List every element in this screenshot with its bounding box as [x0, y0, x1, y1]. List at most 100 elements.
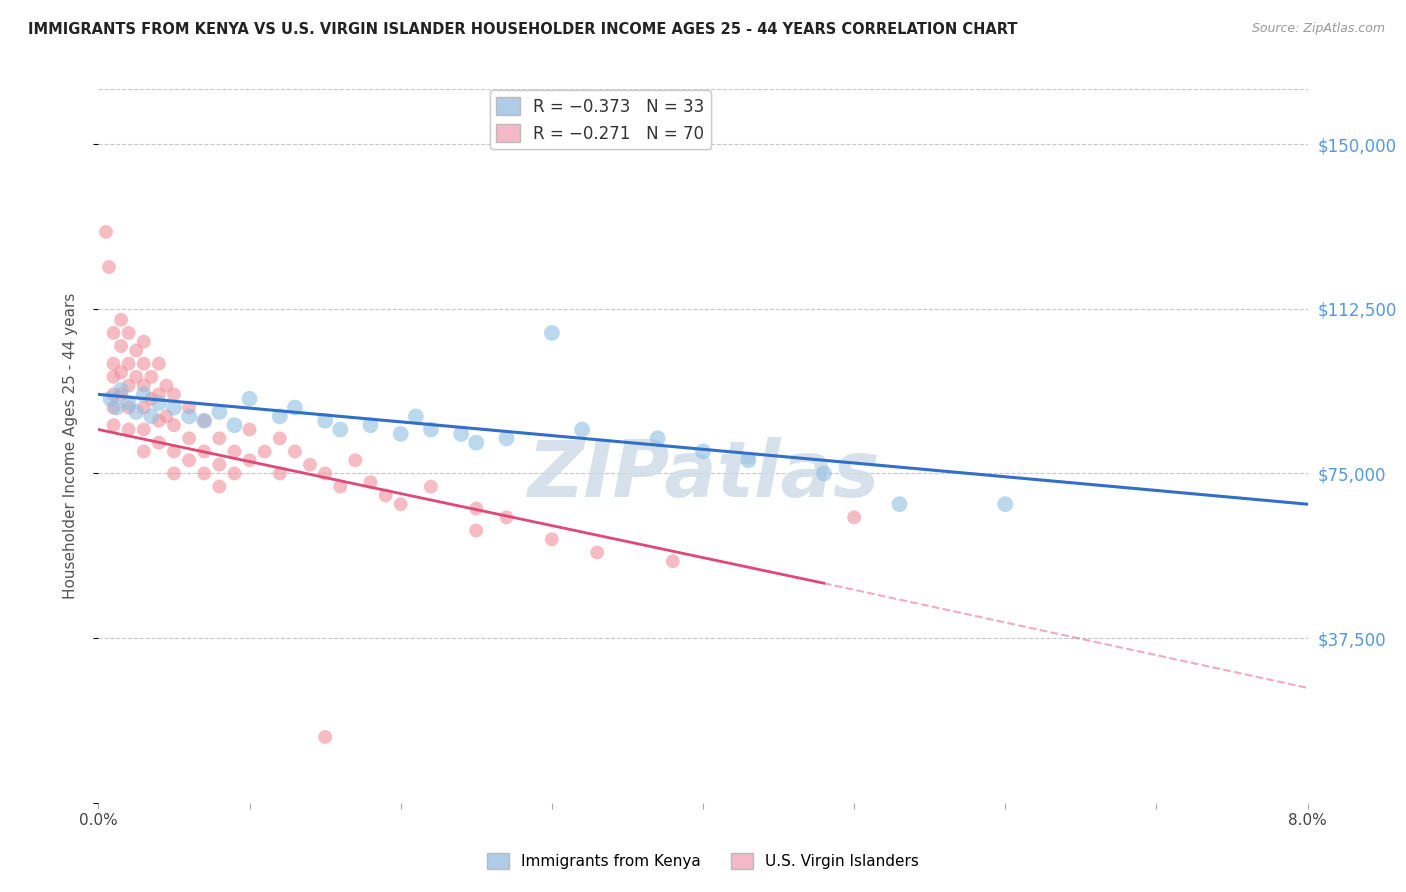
- Point: [103, 357, 125, 371]
- Point: [132, 378, 155, 392]
- Point: [374, 488, 396, 502]
- Point: [647, 431, 669, 445]
- Point: [155, 378, 177, 392]
- Point: [148, 414, 170, 428]
- Point: [239, 423, 262, 437]
- Point: [118, 401, 141, 415]
- Point: [844, 510, 866, 524]
- Point: [148, 357, 170, 371]
- Point: [163, 387, 186, 401]
- Point: [269, 431, 291, 445]
- Point: [465, 435, 488, 450]
- Point: [450, 426, 472, 441]
- Point: [132, 357, 155, 371]
- Point: [141, 369, 163, 384]
- Point: [100, 392, 122, 406]
- Legend: R = −0.373   N = 33, R = −0.271   N = 70: R = −0.373 N = 33, R = −0.271 N = 70: [489, 90, 711, 149]
- Point: [208, 480, 231, 494]
- Point: [105, 401, 128, 415]
- Point: [118, 357, 141, 371]
- Point: [110, 387, 132, 401]
- Point: [125, 405, 148, 419]
- Point: [179, 431, 201, 445]
- Point: [103, 401, 125, 415]
- Point: [118, 378, 141, 392]
- Point: [314, 730, 336, 744]
- Point: [253, 444, 276, 458]
- Point: [163, 418, 186, 433]
- Point: [299, 458, 322, 472]
- Point: [163, 444, 186, 458]
- Point: [420, 423, 443, 437]
- Point: [208, 458, 231, 472]
- Point: [132, 444, 155, 458]
- Y-axis label: Householder Income Ages 25 - 44 years: Householder Income Ages 25 - 44 years: [63, 293, 77, 599]
- Point: [94, 225, 117, 239]
- Point: [495, 431, 517, 445]
- Point: [813, 467, 835, 481]
- Point: [141, 392, 163, 406]
- Point: [465, 501, 488, 516]
- Point: [132, 423, 155, 437]
- Point: [193, 467, 215, 481]
- Point: [994, 497, 1017, 511]
- Point: [110, 339, 132, 353]
- Point: [179, 453, 201, 467]
- Text: ZIPatlas: ZIPatlas: [527, 436, 879, 513]
- Point: [224, 467, 246, 481]
- Point: [224, 444, 246, 458]
- Point: [284, 444, 307, 458]
- Point: [148, 396, 170, 410]
- Point: [239, 392, 262, 406]
- Point: [692, 444, 714, 458]
- Point: [155, 409, 177, 424]
- Point: [179, 401, 201, 415]
- Point: [586, 545, 609, 559]
- Text: Source: ZipAtlas.com: Source: ZipAtlas.com: [1251, 22, 1385, 36]
- Point: [132, 334, 155, 349]
- Point: [163, 467, 186, 481]
- Point: [360, 475, 382, 490]
- Point: [314, 467, 336, 481]
- Point: [329, 480, 352, 494]
- Point: [284, 401, 307, 415]
- Point: [110, 383, 132, 397]
- Point: [269, 467, 291, 481]
- Text: IMMIGRANTS FROM KENYA VS U.S. VIRGIN ISLANDER HOUSEHOLDER INCOME AGES 25 - 44 YE: IMMIGRANTS FROM KENYA VS U.S. VIRGIN ISL…: [28, 22, 1018, 37]
- Point: [208, 405, 231, 419]
- Point: [889, 497, 911, 511]
- Point: [148, 435, 170, 450]
- Point: [540, 326, 562, 340]
- Point: [329, 423, 352, 437]
- Point: [389, 497, 412, 511]
- Point: [314, 414, 336, 428]
- Point: [163, 401, 186, 415]
- Point: [132, 401, 155, 415]
- Point: [224, 418, 246, 433]
- Point: [118, 396, 141, 410]
- Point: [465, 524, 488, 538]
- Point: [132, 387, 155, 401]
- Point: [193, 414, 215, 428]
- Point: [495, 510, 517, 524]
- Point: [405, 409, 427, 424]
- Point: [110, 366, 132, 380]
- Point: [98, 260, 121, 274]
- Point: [125, 343, 148, 358]
- Point: [389, 426, 412, 441]
- Point: [118, 423, 141, 437]
- Point: [344, 453, 367, 467]
- Point: [179, 409, 201, 424]
- Point: [193, 444, 215, 458]
- Point: [141, 409, 163, 424]
- Point: [118, 326, 141, 340]
- Point: [208, 431, 231, 445]
- Point: [540, 533, 562, 547]
- Point: [360, 418, 382, 433]
- Point: [103, 418, 125, 433]
- Legend: Immigrants from Kenya, U.S. Virgin Islanders: Immigrants from Kenya, U.S. Virgin Islan…: [481, 847, 925, 875]
- Point: [148, 387, 170, 401]
- Point: [269, 409, 291, 424]
- Point: [110, 312, 132, 326]
- Point: [420, 480, 443, 494]
